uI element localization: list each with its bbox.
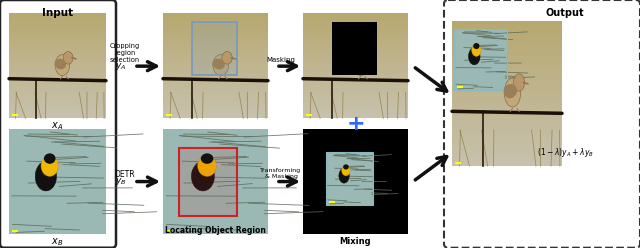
- Ellipse shape: [213, 55, 228, 75]
- Ellipse shape: [44, 153, 56, 164]
- Ellipse shape: [468, 48, 480, 65]
- Text: +: +: [346, 114, 365, 134]
- Ellipse shape: [472, 44, 481, 56]
- Ellipse shape: [473, 43, 479, 49]
- Bar: [332, 22, 376, 74]
- FancyBboxPatch shape: [0, 0, 116, 248]
- Text: $y_A$: $y_A$: [115, 61, 127, 72]
- Ellipse shape: [362, 52, 372, 64]
- Text: Mixing: Mixing: [340, 237, 371, 246]
- Ellipse shape: [504, 84, 517, 98]
- Ellipse shape: [353, 55, 369, 75]
- Ellipse shape: [201, 153, 213, 164]
- Text: Transforming
& Masking: Transforming & Masking: [260, 168, 301, 179]
- Ellipse shape: [54, 59, 66, 69]
- Ellipse shape: [212, 59, 225, 69]
- Ellipse shape: [339, 169, 349, 183]
- Bar: [9, 129, 106, 234]
- Bar: [454, 29, 507, 90]
- Ellipse shape: [55, 55, 70, 75]
- Text: Locating Object Region: Locating Object Region: [165, 226, 266, 235]
- Ellipse shape: [63, 52, 73, 64]
- FancyBboxPatch shape: [444, 0, 640, 248]
- Text: $\,(1-\lambda)y_A+\lambda y_B$: $\,(1-\lambda)y_A+\lambda y_B$: [536, 146, 593, 159]
- Ellipse shape: [514, 74, 525, 91]
- Text: $y_B$: $y_B$: [115, 176, 127, 187]
- Ellipse shape: [342, 165, 350, 176]
- Text: Masking: Masking: [267, 57, 296, 63]
- Bar: [326, 152, 373, 204]
- Ellipse shape: [343, 164, 349, 170]
- Text: $x_A$: $x_A$: [51, 121, 63, 132]
- Ellipse shape: [198, 155, 216, 176]
- Text: Output: Output: [545, 8, 584, 18]
- Ellipse shape: [191, 162, 214, 191]
- Ellipse shape: [222, 52, 232, 64]
- Ellipse shape: [35, 162, 56, 191]
- Ellipse shape: [504, 78, 521, 107]
- Bar: [163, 129, 268, 234]
- Text: Cropping
region
selection: Cropping region selection: [110, 43, 140, 63]
- Text: DETR: DETR: [115, 170, 135, 179]
- Bar: [179, 148, 237, 216]
- Bar: [326, 152, 373, 204]
- Bar: [454, 29, 507, 90]
- Ellipse shape: [41, 155, 58, 176]
- Text: Input: Input: [42, 8, 74, 18]
- Text: $x_B$: $x_B$: [51, 236, 63, 248]
- Bar: [303, 129, 408, 234]
- Ellipse shape: [353, 59, 365, 69]
- Bar: [193, 22, 237, 74]
